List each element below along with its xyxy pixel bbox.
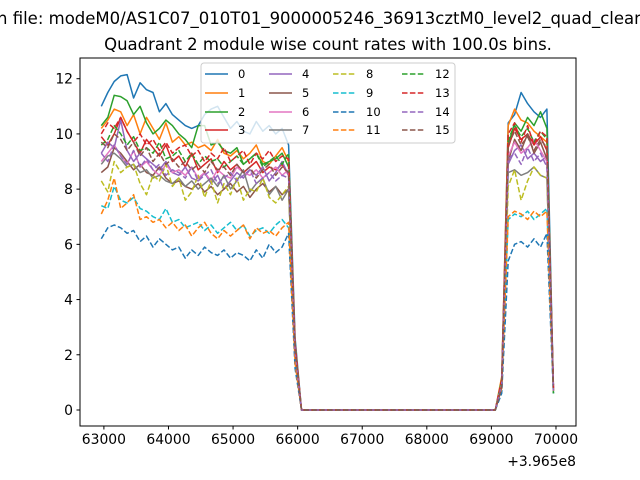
legend-label-6: 6 — [302, 105, 309, 119]
legend-label-3: 3 — [238, 123, 245, 137]
series-line-12 — [100, 124, 555, 411]
series-line-9 — [101, 185, 555, 411]
series-line-15 — [100, 130, 555, 411]
x-tick-label: 63000 — [82, 432, 126, 448]
legend-label-5: 5 — [302, 86, 309, 100]
y-tick-label: 10 — [55, 127, 73, 143]
figure-suptitle: n file: modeM0/AS1C07_010T01_9000005246_… — [0, 9, 640, 29]
y-tick-label: 8 — [64, 182, 73, 198]
axes-frame — [79, 57, 577, 427]
legend-box — [200, 62, 456, 144]
legend-label-0: 0 — [238, 67, 245, 81]
legend-label-1: 1 — [238, 86, 245, 100]
series-line-8 — [100, 160, 555, 411]
legend-label-11: 11 — [366, 123, 381, 137]
x-tick-label: 66000 — [276, 432, 320, 448]
x-offset-label: +3.965e8 — [507, 454, 576, 470]
legend-label-4: 4 — [302, 67, 309, 81]
legend-label-8: 8 — [366, 67, 373, 81]
chart-title: Quadrant 2 module wise count rates with … — [104, 35, 552, 54]
y-tick-label: 6 — [64, 237, 73, 253]
legend-label-14: 14 — [435, 105, 450, 119]
legend-label-10: 10 — [366, 105, 381, 119]
y-axis: 0 2 4 6 8 10 12 — [55, 72, 80, 419]
x-tick-label: 67000 — [340, 432, 384, 448]
y-tick-label: 2 — [64, 348, 73, 364]
legend-label-7: 7 — [302, 123, 309, 137]
x-tick-label: 69000 — [469, 432, 513, 448]
legend-label-12: 12 — [435, 67, 450, 81]
x-axis: 63000 64000 65000 66000 67000 68000 69000 70000 — [82, 426, 578, 448]
legend-label-9: 9 — [366, 86, 373, 100]
legend-label-15: 15 — [435, 123, 450, 137]
x-tick-label: 68000 — [405, 432, 449, 448]
legend-label-13: 13 — [435, 86, 450, 100]
y-tick-label: 12 — [55, 72, 73, 88]
y-tick-label: 0 — [64, 403, 73, 419]
x-tick-label: 64000 — [146, 432, 190, 448]
x-tick-label: 65000 — [211, 432, 255, 448]
x-tick-label: 70000 — [534, 432, 578, 448]
legend-label-2: 2 — [238, 105, 245, 119]
y-tick-label: 4 — [64, 293, 73, 309]
plot-lines — [100, 73, 555, 411]
